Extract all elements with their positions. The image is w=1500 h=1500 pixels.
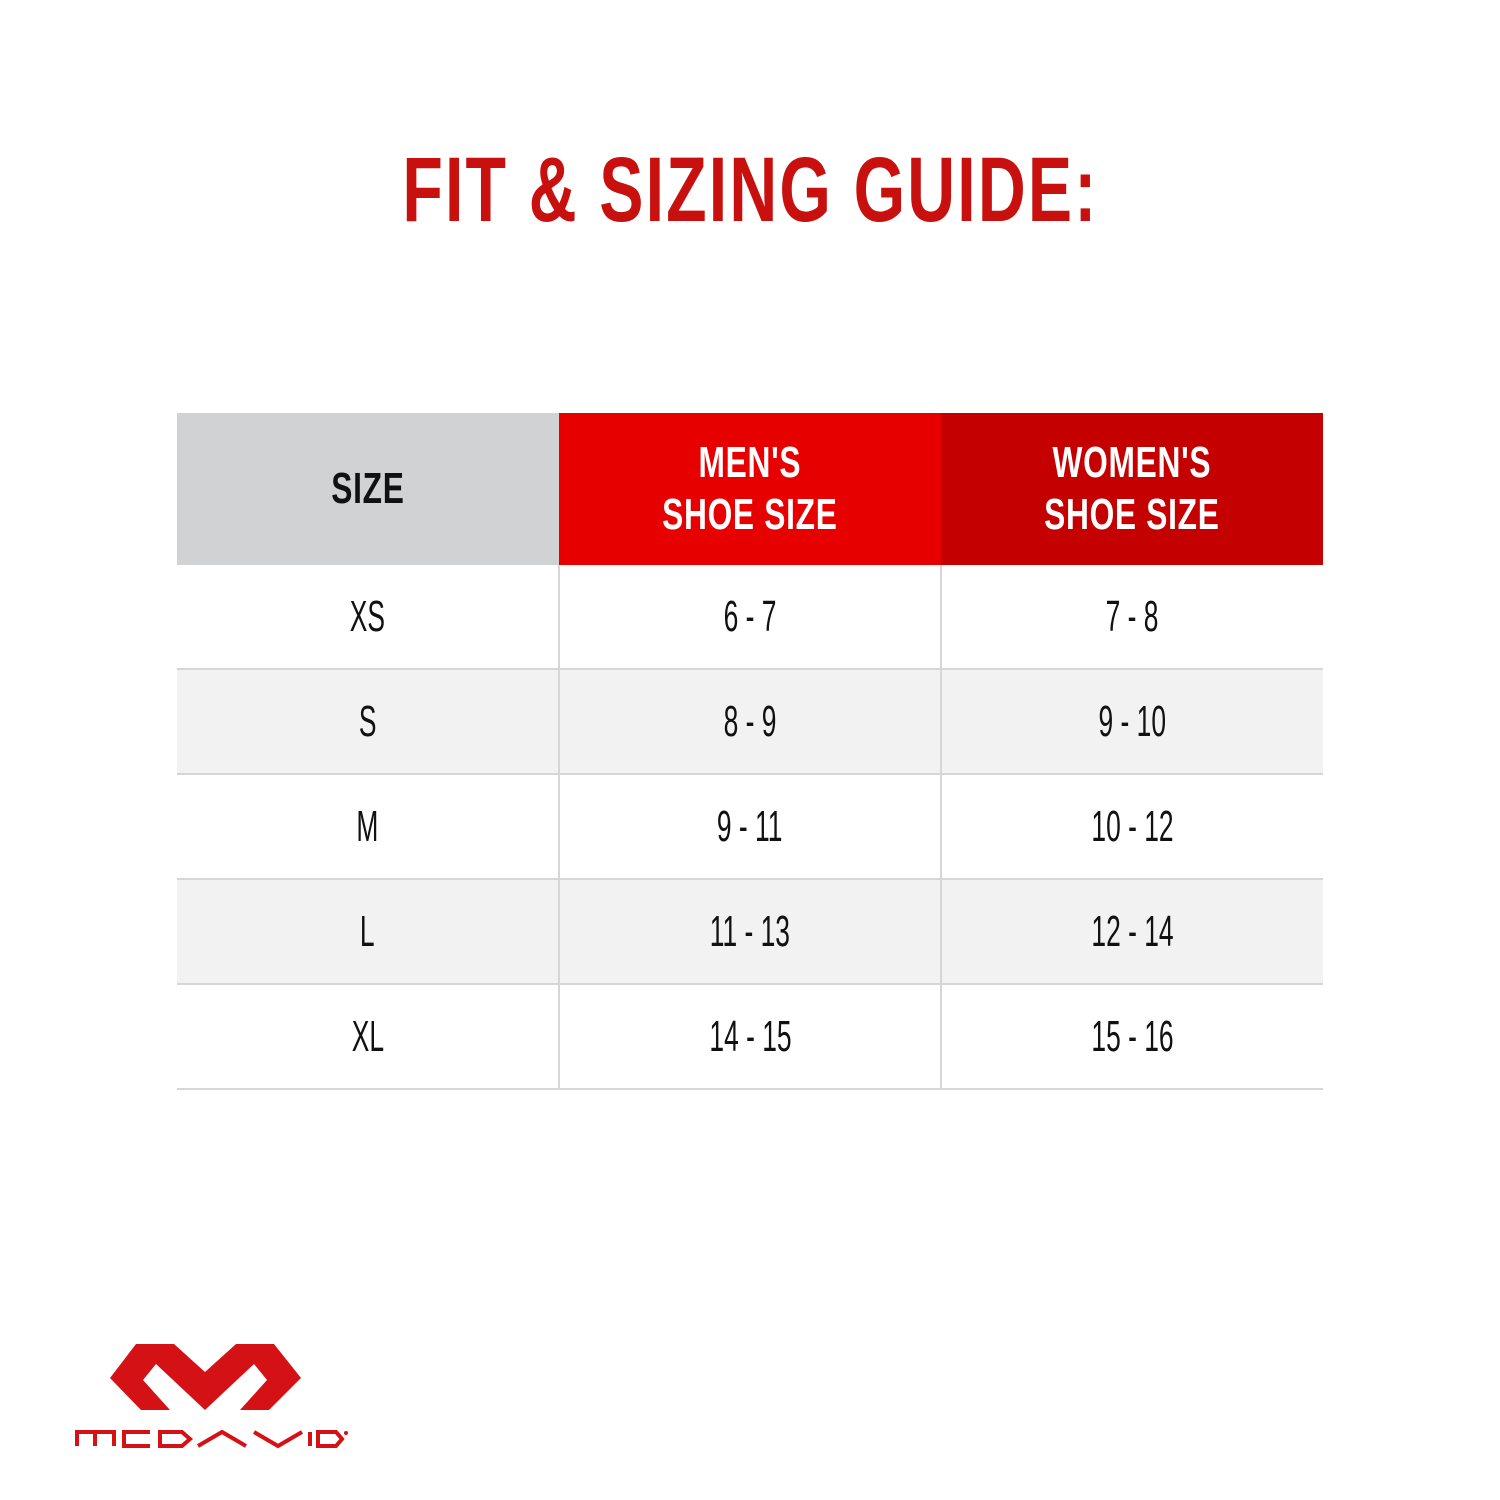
cell-size: XS [177,565,559,670]
cell-womens-shoe-size: 15 - 16 [940,984,1323,1090]
cell-womens-shoe-size: 7 - 8 [940,565,1323,670]
cell-size: L [177,879,559,985]
cell-womens-shoe-size: 10 - 12 [940,774,1323,880]
mcdavid-m-logo-icon [75,1344,348,1449]
table-row: L 11 - 13 12 - 14 [177,879,1323,985]
header-size: SIZE [177,413,559,565]
cell-mens-shoe-size: 6 - 7 [558,565,941,670]
cell-mens-shoe-size: 14 - 15 [558,984,941,1090]
cell-mens-shoe-size: 11 - 13 [558,879,941,985]
header-mens-shoe-size: MEN'S SHOE SIZE [559,413,941,565]
sizing-table: SIZE MEN'S SHOE SIZE WOMEN'S SHOE SIZE XS 6… [177,413,1323,1090]
cell-womens-shoe-size: 9 - 10 [940,669,1323,775]
page-title: FIT & SIZING GUIDE: [401,139,1099,241]
cell-size: S [177,669,559,775]
mcdavid-logo [74,1338,349,1458]
table-row: XL 14 - 15 15 - 16 [177,984,1323,1090]
cell-womens-shoe-size: 12 - 14 [940,879,1323,985]
header-womens-shoe-size: WOMEN'S SHOE SIZE [941,413,1323,565]
cell-size: M [177,774,559,880]
cell-mens-shoe-size: 9 - 11 [558,774,941,880]
cell-mens-shoe-size: 8 - 9 [558,669,941,775]
cell-size: XL [177,984,559,1090]
table-header-row: SIZE MEN'S SHOE SIZE WOMEN'S SHOE SIZE [177,413,1323,565]
